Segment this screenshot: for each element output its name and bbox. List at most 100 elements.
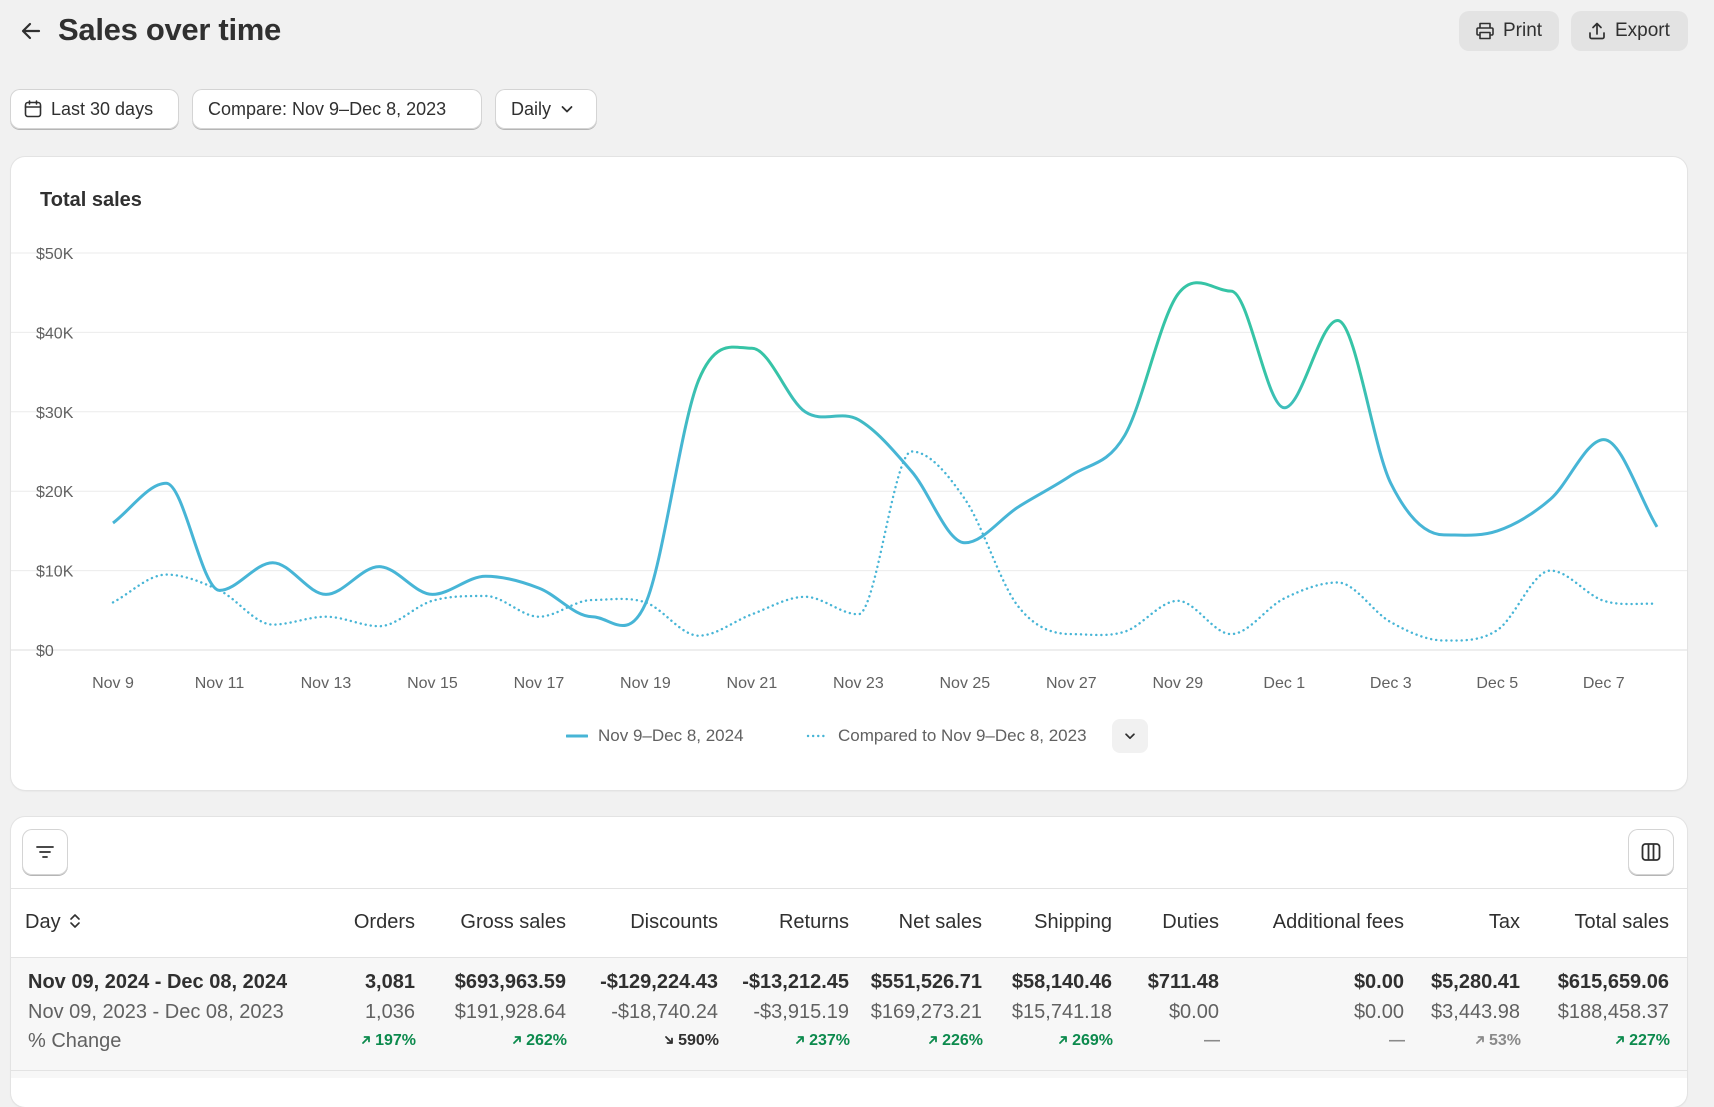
cell-previous-tax: $3,443.98 bbox=[1431, 1001, 1520, 1023]
columns-button[interactable] bbox=[1628, 829, 1674, 875]
cell-change-gross-sales: 262% bbox=[512, 1032, 567, 1050]
cell-previous-shipping: $15,741.18 bbox=[1011, 1001, 1112, 1023]
granularity-label: Daily bbox=[511, 98, 552, 119]
column-header-discounts[interactable]: Discounts bbox=[630, 911, 718, 933]
cell-previous-returns: -$3,915.19 bbox=[753, 1001, 849, 1023]
x-tick-label: Nov 17 bbox=[514, 675, 565, 692]
cell-change-returns: 237% bbox=[795, 1032, 850, 1050]
column-header-duties[interactable]: Duties bbox=[1162, 911, 1219, 933]
cell-current-discounts: -$129,224.43 bbox=[600, 971, 718, 993]
chevron-down-icon bbox=[1125, 733, 1135, 740]
change-value: 237% bbox=[809, 1032, 850, 1049]
cell-current-shipping: $58,140.46 bbox=[1011, 971, 1112, 993]
x-tick-label: Nov 15 bbox=[407, 675, 458, 692]
cell-previous-net-sales: $169,273.21 bbox=[870, 1001, 982, 1023]
arrow-up-right-icon bbox=[929, 1036, 937, 1044]
row-label-current: Nov 09, 2024 - Dec 08, 2024 bbox=[28, 971, 288, 993]
series-line-compare bbox=[111, 450, 1659, 642]
x-tick-label: Nov 19 bbox=[620, 675, 671, 692]
chart-title: Total sales bbox=[40, 189, 142, 211]
cell-current-gross-sales: $693,963.59 bbox=[454, 971, 566, 993]
column-header-additional-fees[interactable]: Additional fees bbox=[1272, 911, 1404, 933]
x-tick-label: Nov 29 bbox=[1152, 675, 1203, 692]
arrow-up-right-icon bbox=[1616, 1036, 1624, 1044]
change-value: — bbox=[1204, 1032, 1220, 1049]
divider bbox=[11, 888, 1687, 889]
x-tick-label: Dec 5 bbox=[1476, 675, 1518, 692]
y-tick-label: $40K bbox=[36, 325, 74, 342]
column-header-orders[interactable]: Orders bbox=[353, 911, 415, 933]
change-value: 262% bbox=[526, 1032, 567, 1049]
compare-label: Compare: Nov 9–Dec 8, 2023 bbox=[208, 98, 447, 119]
column-header-returns[interactable]: Returns bbox=[778, 911, 849, 933]
arrow-left-icon bbox=[21, 22, 41, 40]
table-card: Day Orders Gross sales Discounts Returns Net … bbox=[11, 817, 1687, 1107]
divider bbox=[11, 1070, 1687, 1071]
cell-current-duties: $711.48 bbox=[1147, 971, 1219, 993]
legend-expand-button[interactable] bbox=[1112, 719, 1148, 753]
arrow-up-right-icon bbox=[1059, 1036, 1067, 1044]
cell-change-additional-fees: — bbox=[1389, 1032, 1405, 1050]
cell-change-duties: — bbox=[1204, 1032, 1220, 1050]
sales-line-chart: $0 $10K $20K $30K $40K $50K Nov 9 Nov 11 Nov 13 N… bbox=[11, 246, 1687, 692]
arrow-up-right-icon bbox=[796, 1036, 804, 1044]
printer-icon bbox=[1476, 22, 1494, 40]
column-header-total-sales[interactable]: Total sales bbox=[1574, 911, 1670, 933]
x-tick-label: Dec 1 bbox=[1263, 675, 1305, 692]
date-range-picker[interactable]: Last 30 days bbox=[10, 89, 179, 129]
print-button[interactable]: Print bbox=[1459, 11, 1559, 51]
date-range-label: Last 30 days bbox=[51, 98, 154, 119]
series-line-current bbox=[112, 281, 1659, 627]
arrow-up-right-icon bbox=[1476, 1036, 1484, 1044]
granularity-select[interactable]: Daily bbox=[495, 89, 597, 129]
back-button[interactable] bbox=[14, 14, 48, 48]
legend-item-compare[interactable]: Compared to Nov 9–Dec 8, 2023 bbox=[806, 719, 1087, 753]
legend-dotted-line-icon bbox=[806, 734, 828, 738]
chart-card: Total sales $0 $10K $20K $30K $40K $50K Nov 9 N… bbox=[11, 157, 1687, 790]
row-label-previous: Nov 09, 2023 - Dec 08, 2023 bbox=[28, 1001, 284, 1023]
x-tick-label: Dec 3 bbox=[1370, 675, 1412, 692]
column-header-tax[interactable]: Tax bbox=[1488, 911, 1520, 933]
table-body: Nov 09, 2024 - Dec 08, 2024 Nov 09, 2023 … bbox=[11, 958, 1687, 1078]
cell-change-discounts: 590% bbox=[664, 1032, 719, 1050]
y-tick-label: $10K bbox=[36, 564, 74, 581]
columns-icon bbox=[1641, 843, 1661, 861]
filter-lines-icon bbox=[36, 846, 54, 858]
x-tick-label: Nov 27 bbox=[1046, 675, 1097, 692]
cell-current-total-sales: $615,659.06 bbox=[1557, 971, 1669, 993]
chevron-down-icon bbox=[561, 106, 573, 113]
column-header-net-sales[interactable]: Net sales bbox=[898, 911, 982, 933]
column-header-shipping[interactable]: Shipping bbox=[1034, 911, 1112, 933]
change-value: 226% bbox=[942, 1032, 983, 1049]
cell-previous-gross-sales: $191,928.64 bbox=[454, 1001, 566, 1023]
arrow-up-right-icon bbox=[513, 1036, 521, 1044]
top-bar: Sales over time Print Export bbox=[0, 0, 1714, 64]
upload-icon bbox=[1589, 22, 1605, 40]
x-tick-label: Nov 25 bbox=[940, 675, 991, 692]
export-button[interactable]: Export bbox=[1571, 11, 1688, 51]
divider bbox=[11, 957, 1687, 958]
x-tick-label: Nov 11 bbox=[195, 675, 245, 692]
cell-previous-total-sales: $188,458.37 bbox=[1557, 1001, 1669, 1023]
cell-change-tax: 53% bbox=[1475, 1032, 1521, 1050]
chart-legend: Nov 9–Dec 8, 2024 Compared to Nov 9–Dec … bbox=[11, 719, 1687, 753]
column-header-gross-sales[interactable]: Gross sales bbox=[460, 911, 566, 933]
legend-solid-line-icon bbox=[566, 734, 588, 738]
sort-icon bbox=[69, 914, 80, 928]
table-header: Day Orders Gross sales Discounts Returns Net … bbox=[11, 889, 1687, 957]
print-label: Print bbox=[1503, 20, 1543, 41]
legend-item-current[interactable]: Nov 9–Dec 8, 2024 bbox=[566, 719, 744, 753]
compare-picker[interactable]: Compare: Nov 9–Dec 8, 2023 bbox=[192, 89, 482, 129]
x-tick-label: Nov 9 bbox=[92, 675, 134, 692]
y-tick-label: $0 bbox=[36, 643, 54, 660]
cell-change-orders: 197% bbox=[361, 1032, 416, 1050]
change-value: — bbox=[1389, 1032, 1405, 1049]
filter-button[interactable] bbox=[22, 829, 68, 875]
change-value: 197% bbox=[375, 1032, 416, 1049]
legend-current-label: Nov 9–Dec 8, 2024 bbox=[598, 726, 744, 745]
arrow-up-right-icon bbox=[362, 1036, 370, 1044]
y-tick-label: $20K bbox=[36, 484, 74, 501]
y-tick-label: $50K bbox=[36, 246, 74, 263]
column-header-day[interactable]: Day bbox=[25, 911, 83, 934]
cell-previous-additional-fees: $0.00 bbox=[1353, 1001, 1404, 1023]
